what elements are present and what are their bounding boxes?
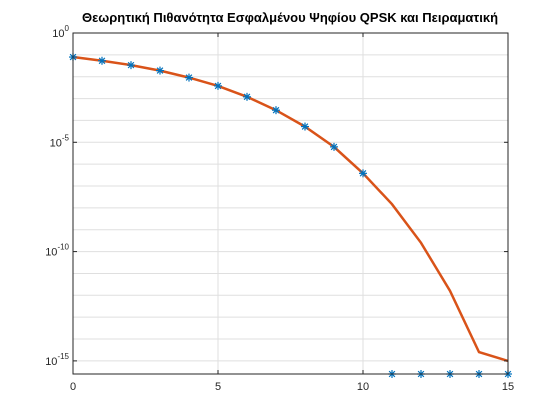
- y-tick-label: 10-5: [50, 133, 70, 149]
- experimental-point: [330, 142, 338, 151]
- x-tick-label: 10: [357, 381, 369, 393]
- experimental-point: [214, 81, 222, 90]
- experimental-point: [301, 122, 309, 131]
- experimental-point: [98, 56, 106, 65]
- theory-curve: [72, 55, 509, 363]
- experimental-point: [243, 92, 251, 101]
- x-tick-label: 5: [215, 381, 221, 393]
- x-tick-label: 15: [502, 381, 514, 393]
- experimental-point: [185, 73, 193, 82]
- experimental-point: [127, 61, 135, 70]
- experimental-point: [272, 106, 280, 115]
- axes: 0 5 10 15 100 10-5 10-10 10-15: [45, 24, 514, 393]
- plot-area: [69, 53, 512, 378]
- x-tick-label: 0: [70, 381, 76, 393]
- chart-title: Θεωρητική Πιθανότητα Εσφαλμένου Ψηφίου Q…: [82, 10, 498, 25]
- y-tick-label: 10-15: [45, 352, 69, 368]
- y-tick-label: 10-10: [45, 243, 69, 259]
- experimental-point: [359, 169, 367, 178]
- grid: [72, 32, 509, 374]
- experimental-point: [156, 66, 164, 75]
- axis-box: [72, 32, 509, 375]
- y-tick-label: 100: [52, 24, 69, 40]
